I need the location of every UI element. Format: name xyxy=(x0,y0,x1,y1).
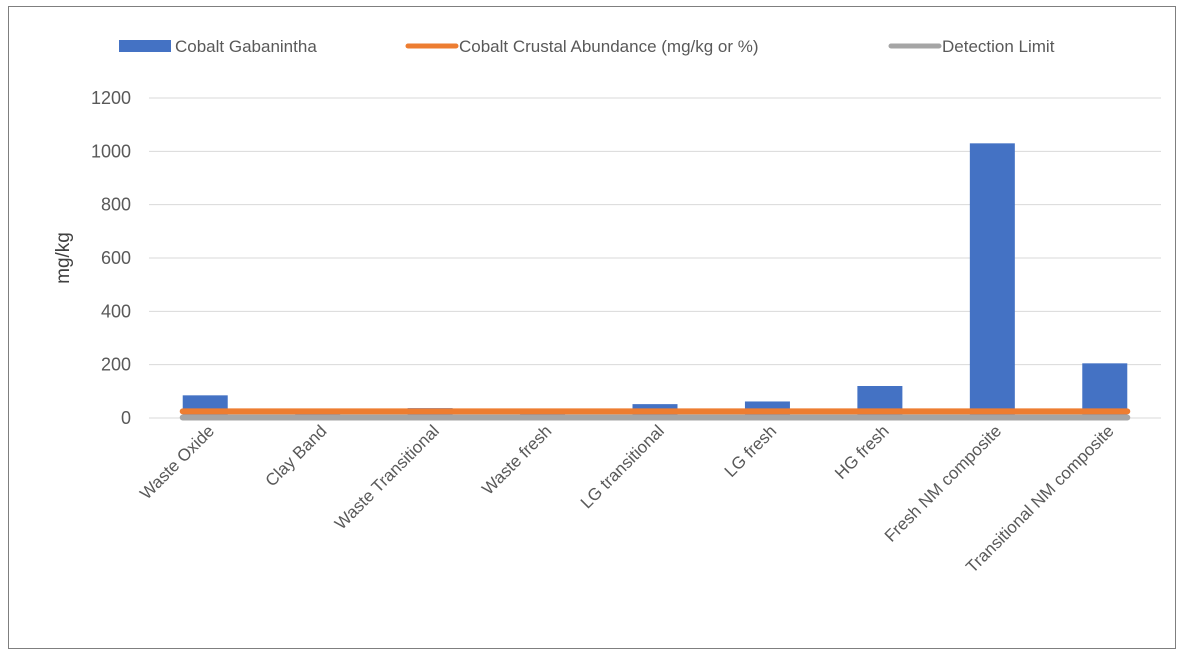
bar-chart: Cobalt Gabanintha Cobalt Crustal Abundanc… xyxy=(53,37,1161,577)
y-tick-label: 0 xyxy=(121,408,131,428)
x-category-label: Waste Transitional xyxy=(331,421,443,533)
x-category-label: Fresh NM composite xyxy=(881,421,1005,545)
legend-label: Cobalt Gabanintha xyxy=(175,37,317,56)
bar-series xyxy=(182,143,1128,419)
y-tick-label: 600 xyxy=(101,248,131,268)
legend-label: Cobalt Crustal Abundance (mg/kg or %) xyxy=(459,37,759,56)
legend-item: Detection Limit xyxy=(888,37,1055,56)
y-axis-title: mg/kg xyxy=(53,232,74,284)
x-category-label: Waste fresh xyxy=(478,421,555,498)
legend-item: Cobalt Gabanintha xyxy=(119,37,317,56)
bar xyxy=(969,143,1015,419)
y-tick-label: 1000 xyxy=(91,141,131,161)
y-tick-label: 200 xyxy=(101,355,131,375)
y-tick-label: 1200 xyxy=(91,88,131,108)
y-tick-label: 400 xyxy=(101,301,131,321)
legend-swatch xyxy=(119,40,171,52)
x-category-label: HG fresh xyxy=(831,421,893,483)
x-category-label: LG transitional xyxy=(577,421,668,512)
x-axis-labels: Waste Oxide Clay Band Waste Transitional Wa… xyxy=(136,421,1117,576)
y-axis-ticks: 0 200 400 600 800 1000 1200 xyxy=(91,88,131,428)
x-category-label: Waste Oxide xyxy=(136,421,218,503)
chart-frame: Cobalt Gabanintha Cobalt Crustal Abundanc… xyxy=(8,6,1176,649)
y-tick-label: 800 xyxy=(101,195,131,215)
legend-label: Detection Limit xyxy=(942,37,1055,56)
legend: Cobalt Gabanintha Cobalt Crustal Abundanc… xyxy=(119,37,1055,56)
x-category-label: Clay Band xyxy=(262,421,331,490)
x-category-label: LG fresh xyxy=(721,421,781,481)
line-series xyxy=(179,408,1131,421)
legend-item: Cobalt Crustal Abundance (mg/kg or %) xyxy=(405,37,759,56)
